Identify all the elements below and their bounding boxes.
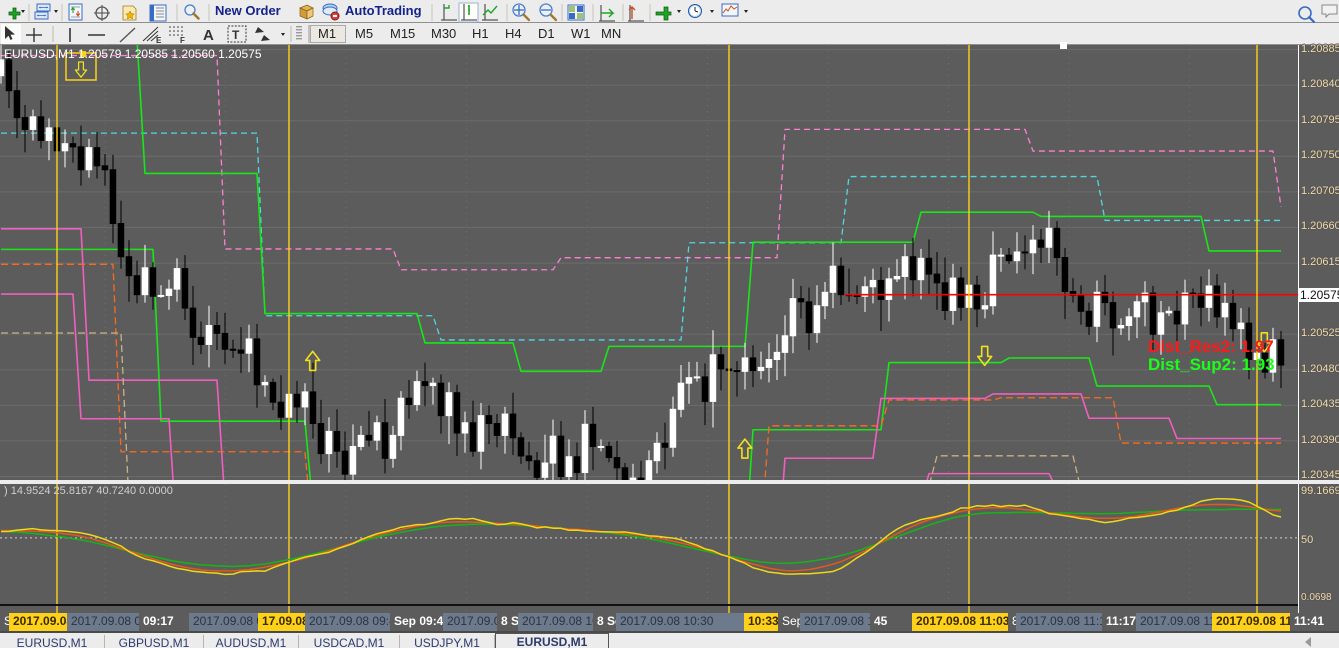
- svg-text:T: T: [232, 28, 240, 42]
- svg-text:F: F: [180, 36, 185, 45]
- svg-text:E: E: [156, 36, 162, 45]
- svg-text:A: A: [203, 27, 214, 44]
